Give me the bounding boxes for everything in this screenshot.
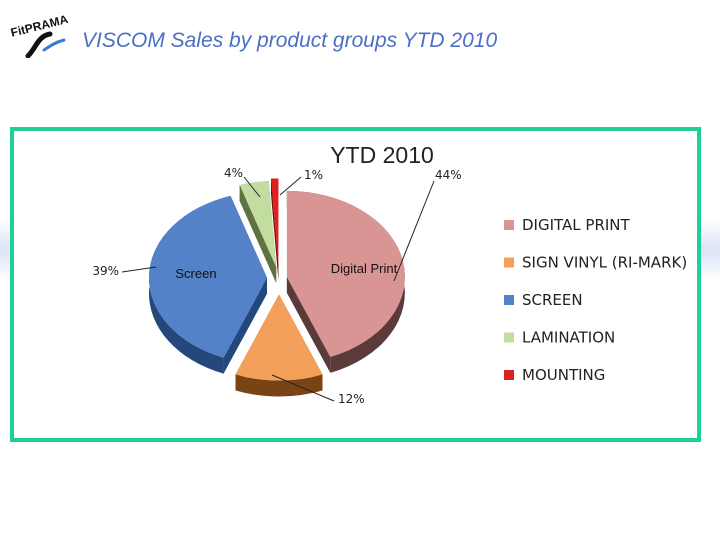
pie-slice-wall-2: [223, 277, 268, 374]
leader-line: [243, 176, 261, 198]
pie-slice-wall-3: [239, 185, 277, 283]
legend-swatch: [504, 295, 514, 305]
svg-text:FitPRAMA: FitPRAMA: [9, 12, 70, 40]
legend-item: SIGN VINYL (RI-MARK): [522, 254, 687, 272]
pie-slice-sign-vinyl-ri-mark-: [235, 294, 323, 381]
legend-item: DIGITAL PRINT: [522, 216, 631, 234]
pie-slice-digital-print: [286, 190, 405, 357]
legend-swatch: [504, 332, 514, 343]
pie-slice-side-1: [235, 374, 323, 397]
pie-slices: [149, 178, 405, 397]
slide-title: VISCOM Sales by product groups YTD 2010: [82, 29, 498, 52]
legend-item: SCREEN: [522, 291, 583, 309]
data-label: 39%: [92, 264, 119, 278]
legend-swatch: [504, 370, 514, 380]
data-label: 44%: [435, 168, 462, 182]
chart-frame: YTD 2010 44% Digital Print 12% 39% Screen 4% 1…: [10, 127, 701, 442]
legend-swatch: [504, 257, 514, 268]
pie-labels: 44% Digital Print 12% 39% Screen 4% 1%: [92, 166, 461, 406]
leader-line: [271, 374, 335, 402]
slice-inner-label: Digital Print: [331, 261, 398, 276]
legend-item: MOUNTING: [522, 366, 605, 384]
leader-line: [393, 180, 435, 282]
slice-inner-label: Screen: [175, 266, 216, 281]
legend-item: LAMINATION: [522, 329, 615, 347]
company-logo: FitPRAMA: [9, 12, 70, 58]
chart-legend: DIGITAL PRINT SIGN VINYL (RI-MARK) SCREEN L…: [504, 216, 687, 384]
pie-slice-screen: [149, 195, 268, 358]
leader-line: [121, 266, 157, 273]
data-label: 1%: [304, 168, 323, 182]
leader-line: [279, 176, 302, 196]
pie-slice-wall-4: [271, 178, 279, 281]
pie-slice-lamination: [239, 181, 277, 267]
pie-chart: YTD 2010 44% Digital Print 12% 39% Screen 4% 1…: [92, 142, 687, 406]
chart-title: YTD 2010: [330, 142, 434, 168]
pie-slice-wall-0: [286, 276, 331, 373]
data-label: 4%: [224, 166, 243, 180]
data-label: 12%: [338, 392, 365, 406]
legend-swatch: [504, 220, 514, 230]
pie-slice-mounting: [271, 178, 279, 265]
